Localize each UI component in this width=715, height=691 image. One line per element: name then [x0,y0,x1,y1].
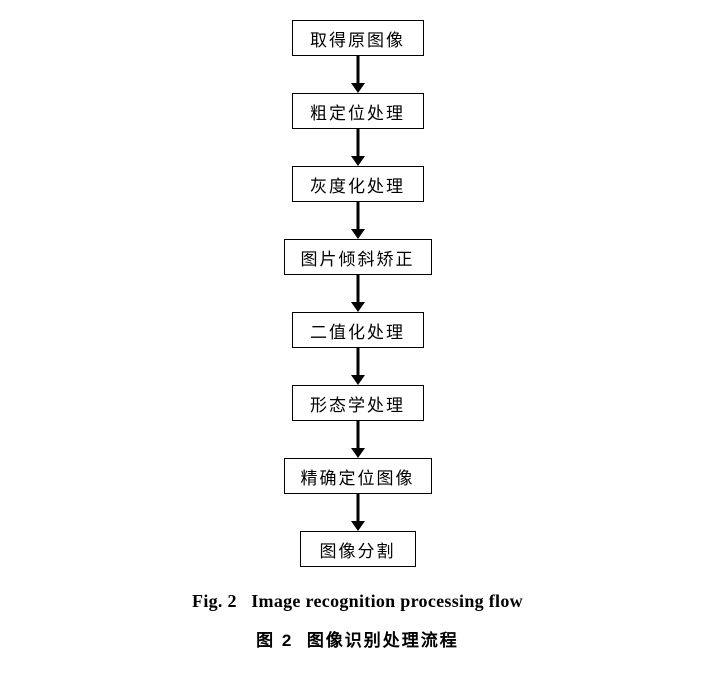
caption-english: Fig. 2 Image recognition processing flow [192,591,523,612]
arrow-down-icon [351,56,365,93]
arrow-down-icon [351,494,365,531]
arrow-down-icon [351,421,365,458]
flow-node-n7: 精确定位图像 [284,458,432,494]
flow-node-n6: 形态学处理 [292,385,424,421]
flow-node-n1: 取得原图像 [292,20,424,56]
flowchart-container: 取得原图像 粗定位处理 灰度化处理 图片倾斜矫正 二值化处理 形态学处理 精确定… [284,20,432,567]
arrow-down-icon [351,275,365,312]
caption-title-zh: 图像识别处理流程 [307,631,459,650]
flow-node-n4: 图片倾斜矫正 [284,239,432,275]
caption-title-en: Image recognition processing flow [251,591,523,611]
flow-node-n2: 粗定位处理 [292,93,424,129]
arrow-down-icon [351,129,365,166]
fig-label-zh: 图 2 [256,631,293,650]
fig-label-en: Fig. 2 [192,591,237,611]
flow-node-n8: 图像分割 [300,531,416,567]
flow-node-n5: 二值化处理 [292,312,424,348]
flow-node-n3: 灰度化处理 [292,166,424,202]
arrow-down-icon [351,348,365,385]
caption-chinese: 图 2 图像识别处理流程 [256,626,459,651]
arrow-down-icon [351,202,365,239]
